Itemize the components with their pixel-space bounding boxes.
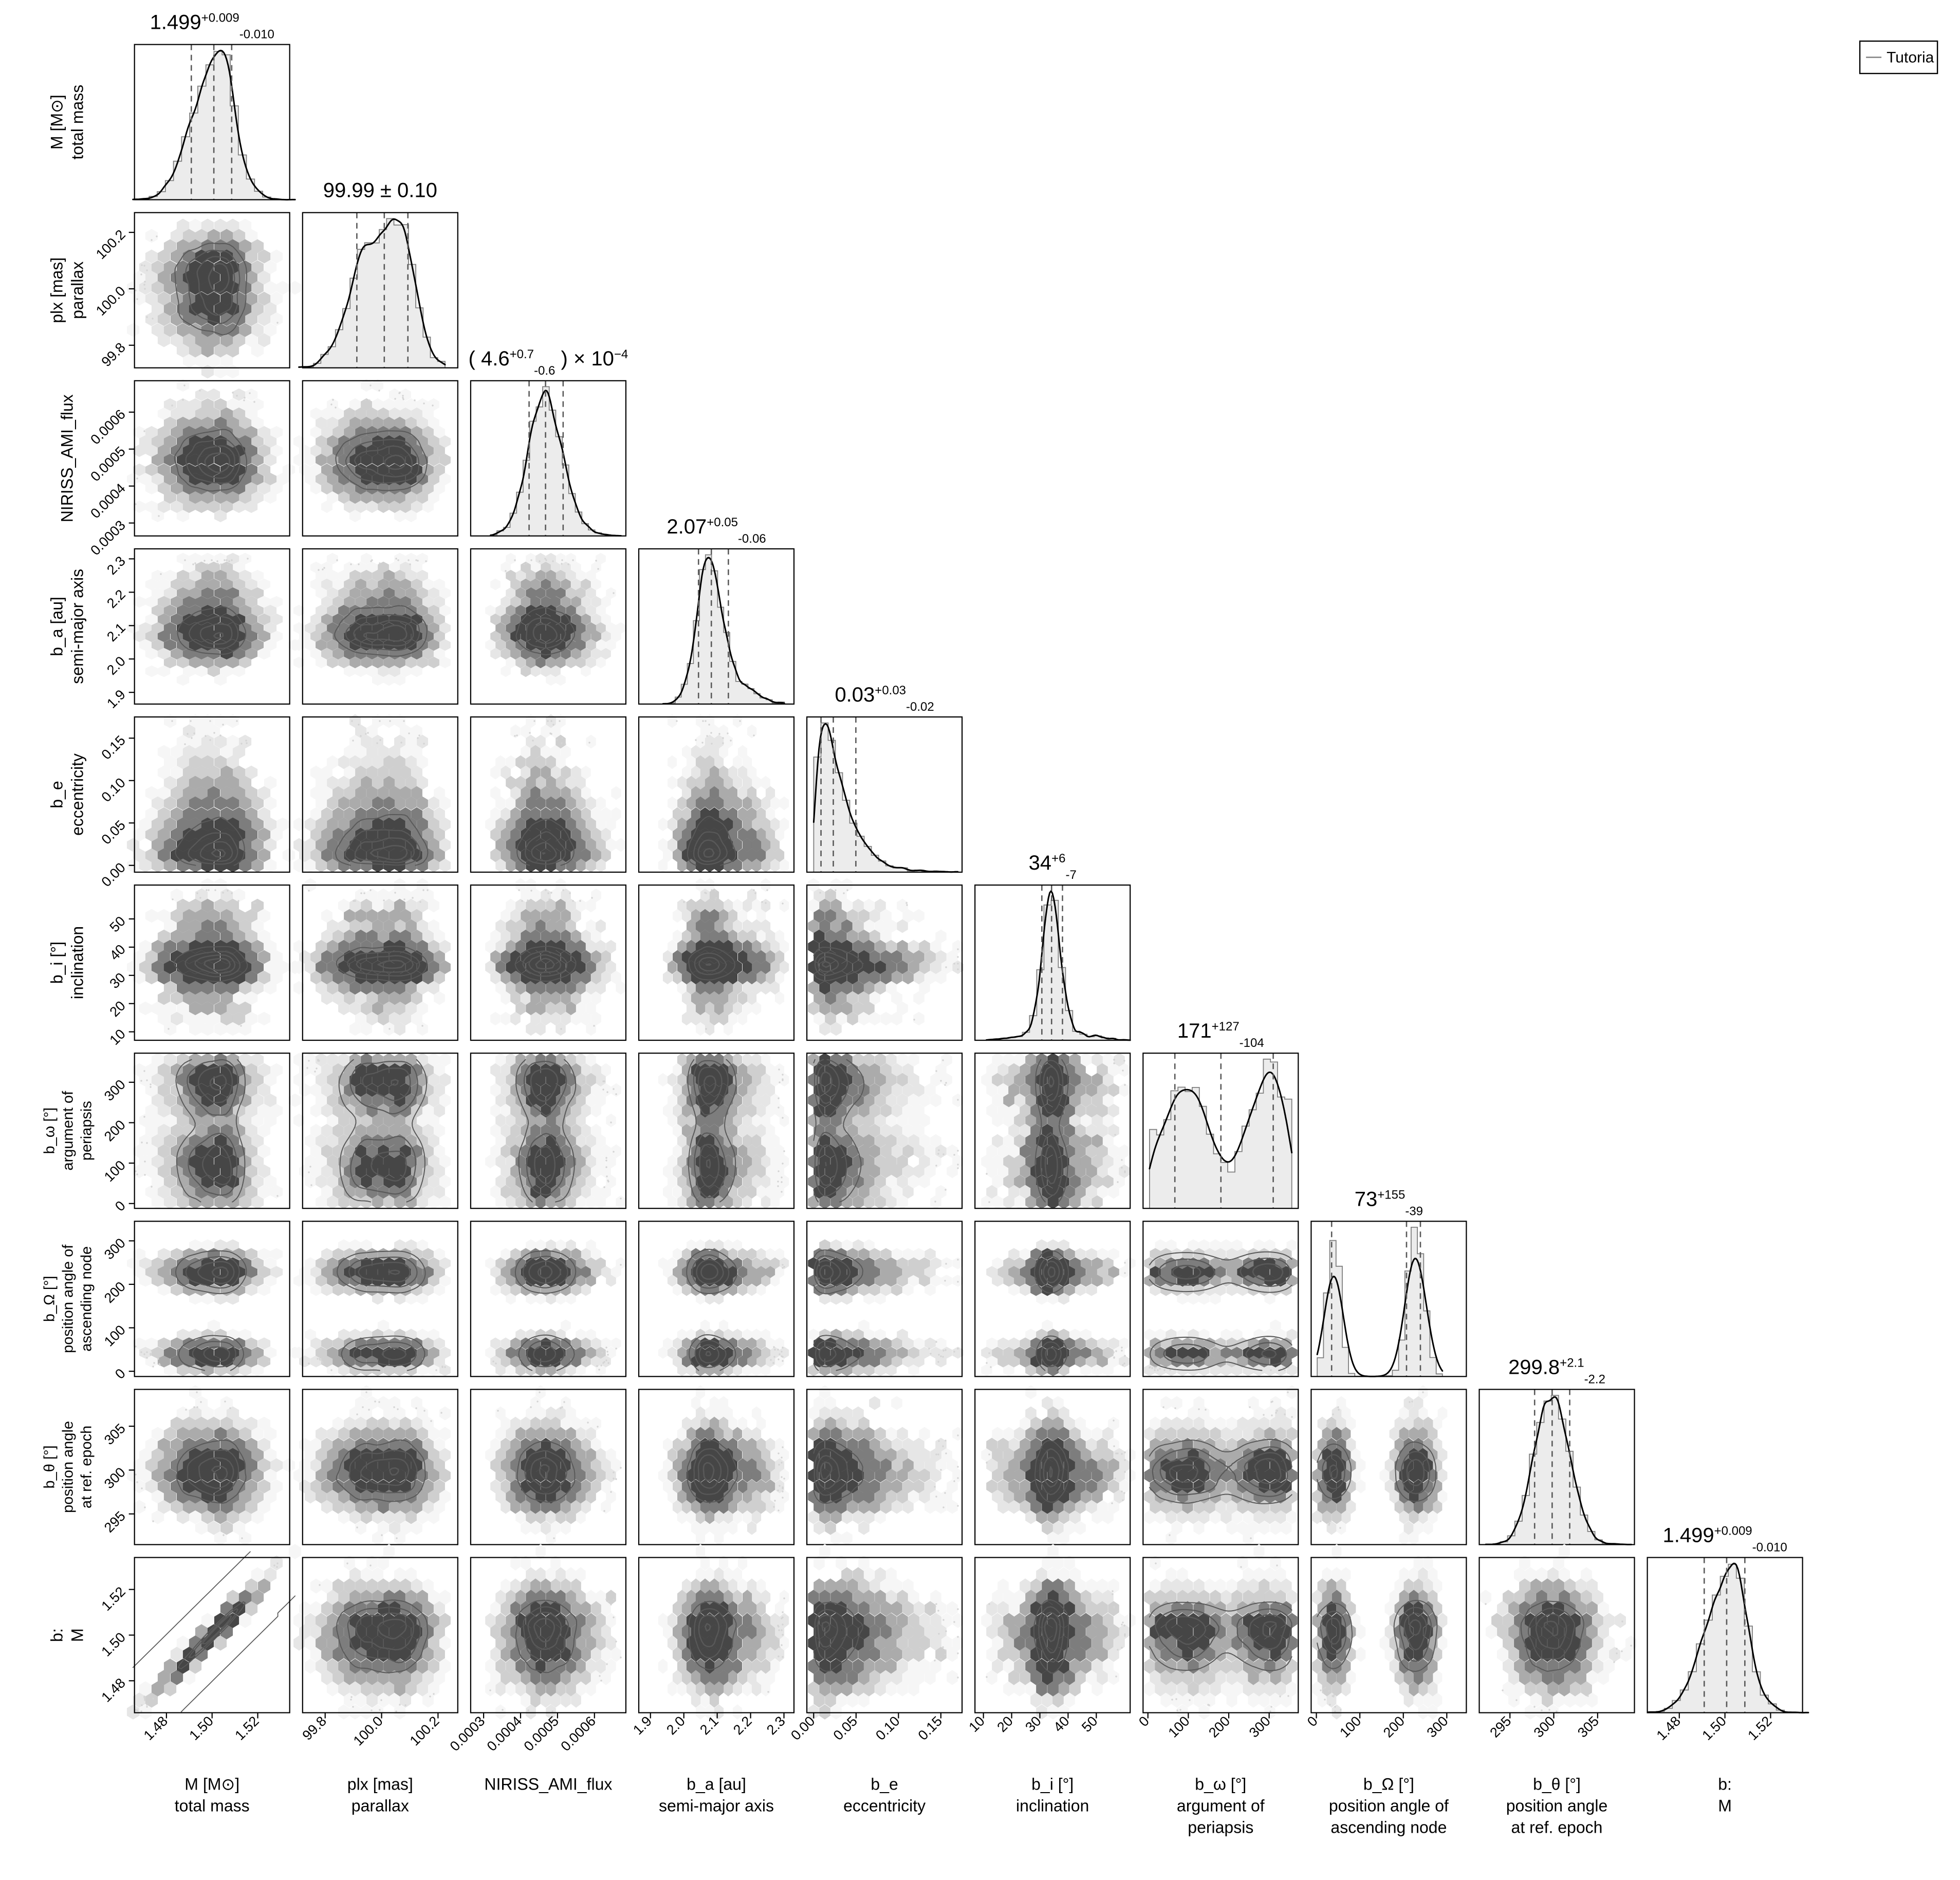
svg-text:ascending node: ascending node <box>1330 1818 1447 1837</box>
svg-text:NIRISS_AMI_flux: NIRISS_AMI_flux <box>58 394 77 522</box>
svg-text:M: M <box>1718 1797 1732 1815</box>
svg-text:plx [mas]: plx [mas] <box>347 1775 413 1794</box>
svg-text:position angle: position angle <box>1506 1797 1607 1815</box>
svg-text:b_a [au]: b_a [au] <box>687 1775 746 1794</box>
svg-text:b:: b: <box>1718 1775 1732 1794</box>
svg-text:total mass: total mass <box>175 1797 250 1815</box>
svg-text:Tutoria: Tutoria <box>1887 49 1934 66</box>
svg-text:99.99 ± 0.10: 99.99 ± 0.10 <box>323 179 437 202</box>
svg-text:b_θ [°]: b_θ [°] <box>1533 1775 1581 1794</box>
svg-text:NIRISS_AMI_flux: NIRISS_AMI_flux <box>484 1775 612 1794</box>
svg-text:eccentricity: eccentricity <box>843 1797 926 1815</box>
svg-text:parallax: parallax <box>352 1797 409 1815</box>
svg-text:b_i [°]: b_i [°] <box>1031 1775 1074 1794</box>
svg-text:position angle of: position angle of <box>1329 1797 1449 1815</box>
svg-text:inclination: inclination <box>1016 1797 1089 1815</box>
svg-text:argument of: argument of <box>1177 1797 1265 1815</box>
svg-text:at ref. epoch: at ref. epoch <box>1511 1818 1603 1837</box>
svg-text:b_e: b_e <box>871 1775 898 1794</box>
svg-text:b_Ω [°]: b_Ω [°] <box>1363 1775 1414 1794</box>
svg-text:semi-major axis: semi-major axis <box>659 1797 774 1815</box>
svg-text:periapsis: periapsis <box>1188 1818 1253 1837</box>
svg-text:b_ω [°]: b_ω [°] <box>1195 1775 1246 1794</box>
svg-text:M [M⊙]: M [M⊙] <box>184 1775 239 1794</box>
